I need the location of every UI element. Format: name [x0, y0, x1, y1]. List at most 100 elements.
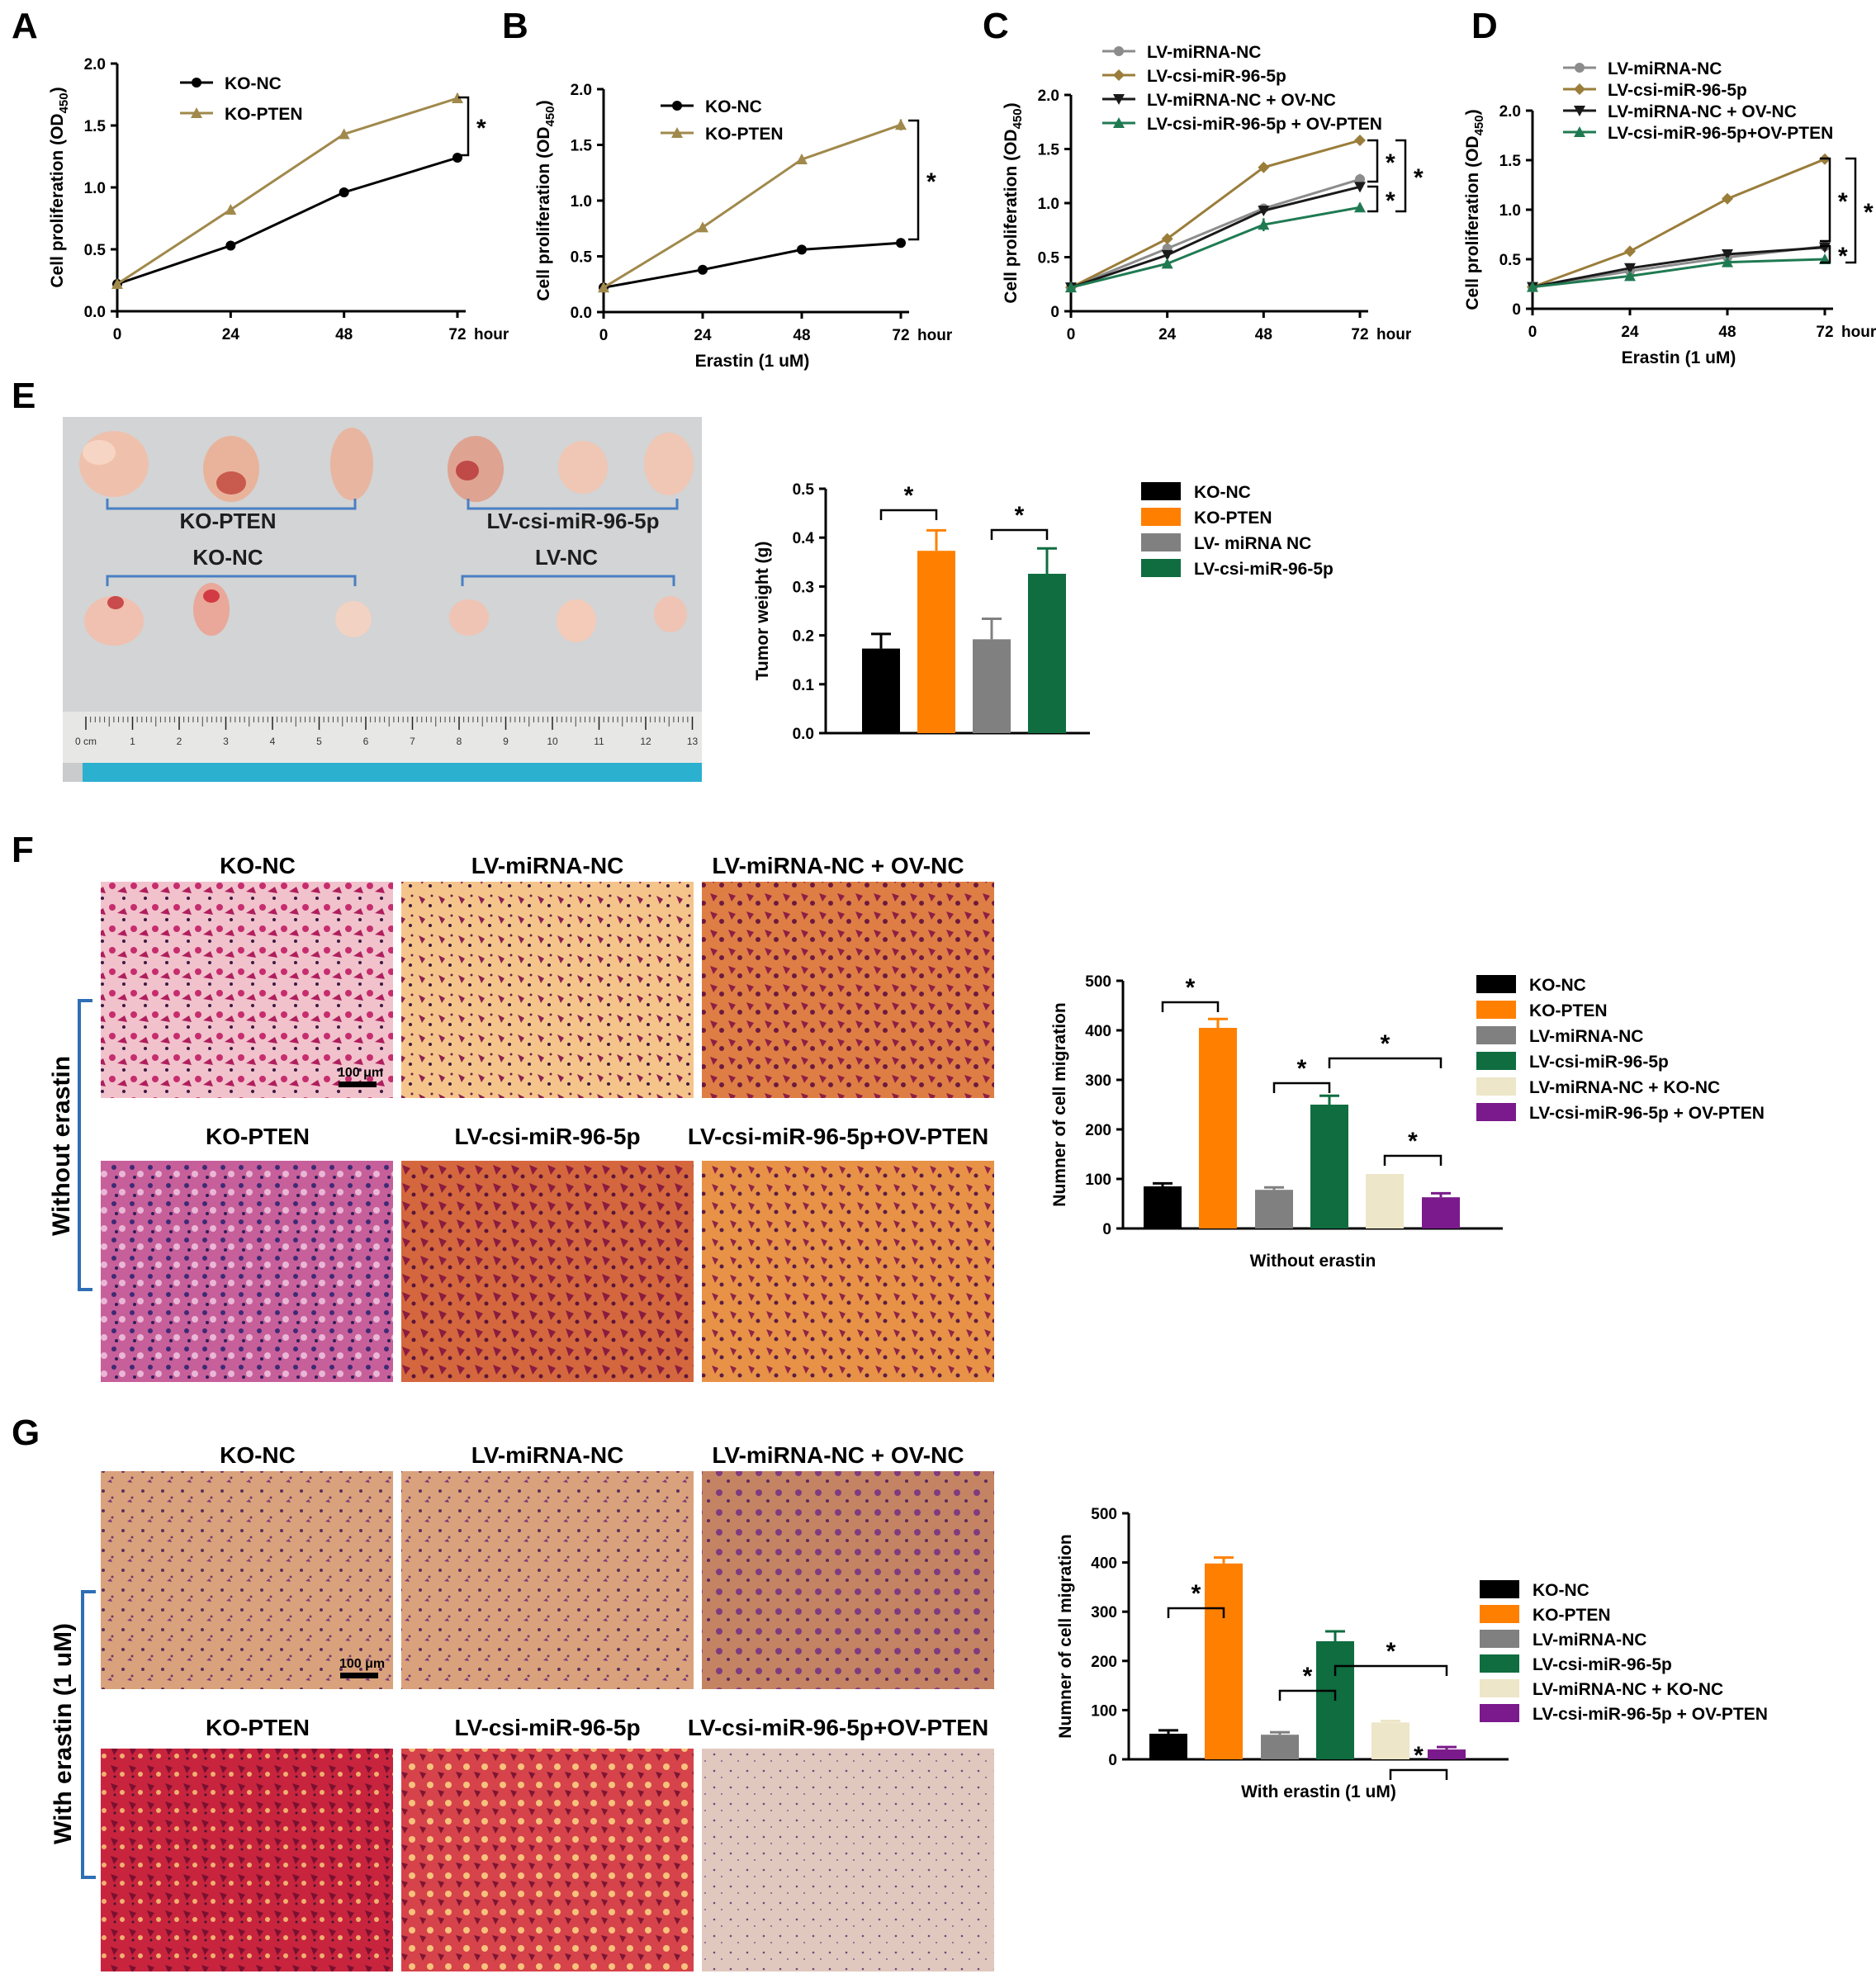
data-point — [1258, 161, 1270, 173]
data-point — [111, 278, 123, 289]
ruler-label: 5 — [316, 736, 322, 747]
legend-marker — [1575, 63, 1585, 73]
panel-label-c: C — [983, 6, 1009, 46]
data-point — [225, 240, 236, 251]
data-point — [895, 119, 907, 130]
legend-label: KO-PTEN — [225, 105, 303, 124]
sig-1-bracket — [1278, 1689, 1337, 1701]
micrograph-f-ko-pten — [101, 1161, 393, 1382]
series-line-1 — [1532, 158, 1826, 289]
legend-swatch — [1480, 1679, 1519, 1697]
legend-marker — [1113, 69, 1125, 81]
data-point — [1527, 281, 1538, 292]
sig-1-star: * — [1386, 187, 1395, 215]
micrograph-g-lv-mirna-nc — [401, 1471, 694, 1689]
micro-f-label-1: KO-NC — [220, 853, 296, 878]
micrograph-f-lv-csi-ov-pten — [702, 1161, 994, 1382]
micro-f-label-3: LV-miRNA-NC + OV-NC — [712, 853, 964, 878]
legend-label: KO-NC — [225, 74, 282, 93]
data-point — [339, 187, 349, 197]
data-point — [1624, 263, 1636, 274]
y-tick-label: 1.0 — [1038, 196, 1059, 213]
side-bracket-g — [81, 1590, 96, 1879]
micro-f-label-2: LV-miRNA-NC — [471, 853, 624, 878]
micrograph-g-lv-csi — [401, 1749, 694, 1971]
legend-label: LV-miRNA-NC + OV-NC — [1147, 91, 1336, 110]
tumor-label-ko-pten: KO-PTEN — [180, 509, 277, 533]
legend-label: LV-miRNA-NC + KO-NC — [1533, 1680, 1723, 1699]
ruler: 0 cm 1 2 3 4 5 6 7 8 9 10 11 12 13 — [75, 717, 698, 747]
micrograph-f-lv-mirna-nc — [401, 882, 694, 1098]
legend-marker — [1574, 106, 1585, 116]
legend-swatch — [1480, 1654, 1519, 1673]
legend-label: LV-csi-miR-96-5p — [1533, 1655, 1672, 1674]
sig-0-bracket — [1161, 1001, 1220, 1012]
tumor-label-ko-nc: KO-NC — [192, 545, 263, 570]
micro-f-label-4: KO-PTEN — [206, 1124, 310, 1149]
x-tick-label: 48 — [793, 327, 810, 344]
data-point — [1722, 249, 1733, 260]
scale-bar-f-label: 100 μm — [338, 1066, 383, 1080]
x-tick-label: 24 — [694, 327, 712, 344]
y-tick-label: 0 — [1512, 301, 1521, 319]
x-unit-label: hour — [1376, 326, 1412, 343]
bar — [862, 648, 900, 733]
sig-3-bracket — [1389, 1768, 1448, 1780]
micro-grid-f: KO-NC LV-miRNA-NC LV-miRNA-NC + OV-NC 10… — [48, 853, 994, 1382]
y-tick-label: 0.4 — [793, 530, 815, 547]
legend-marker — [1574, 126, 1585, 137]
bar — [1144, 1186, 1182, 1228]
x-axis-title: Erastin (1 uM) — [1622, 348, 1736, 367]
y-axis-close: ) — [1463, 109, 1482, 115]
panel-label-a: A — [12, 6, 38, 46]
tumor-photo: KO-PTEN LV-csi-miR-96-5p KO-NC LV-NC 0 c… — [63, 417, 702, 782]
y-axis-close: ) — [534, 100, 553, 106]
sig-0-star: * — [1191, 1580, 1201, 1607]
y-tick-label: 500 — [1091, 1506, 1117, 1523]
y-tick-label: 200 — [1091, 1654, 1117, 1671]
sig-0-star: * — [926, 168, 936, 196]
data-point — [797, 244, 807, 255]
data-point — [1624, 245, 1636, 258]
micro-g-label-1: KO-NC — [220, 1442, 296, 1468]
sig-2-star: * — [1414, 164, 1424, 192]
y-tick-label: 2.0 — [1499, 103, 1521, 121]
y-axis-subscript: 450 — [1011, 108, 1025, 129]
legend-swatch — [1476, 1026, 1516, 1044]
data-point — [452, 92, 463, 103]
legend-marker — [192, 78, 201, 88]
y-tick-label: 1.5 — [1038, 142, 1060, 159]
data-point — [1624, 270, 1636, 282]
series-line-1 — [116, 97, 458, 286]
micro-g-label-3: LV-miRNA-NC + OV-NC — [712, 1442, 964, 1468]
data-point — [1355, 174, 1365, 185]
axes — [116, 64, 466, 313]
x-tick-label: 0 — [1067, 326, 1076, 343]
side-label-f: Without erastin — [48, 1056, 75, 1236]
series-line-1 — [1070, 139, 1361, 289]
y-tick-label: 100 — [1091, 1702, 1117, 1720]
y-axis-subscript: 450 — [57, 92, 71, 113]
legend-marker — [1113, 94, 1125, 105]
y-tick-label: 2.0 — [571, 82, 592, 99]
x-tick-label: 72 — [892, 327, 909, 344]
data-point — [1722, 192, 1733, 205]
y-tick-label: 1.0 — [1499, 202, 1521, 220]
legend-swatch — [1480, 1580, 1519, 1598]
bar — [1428, 1749, 1466, 1759]
legend-label: LV-miRNA-NC — [1147, 43, 1261, 62]
sig-2-star: * — [1386, 1638, 1396, 1665]
legend-label: LV-miRNA-NC — [1533, 1631, 1646, 1650]
sig-2-bracket — [1334, 1664, 1448, 1676]
legend-label: LV-csi-miR-96-5p — [1529, 1053, 1669, 1072]
chart-d-line: 0 0.5 1.0 1.5 2.0 0 24 48 72 hour Erastin (1 uM) Ce… — [1463, 59, 1876, 367]
legend-label: KO-PTEN — [1529, 1001, 1608, 1020]
panel-label-d: D — [1471, 6, 1498, 46]
bar — [1366, 1174, 1404, 1228]
y-tick-label: 0.5 — [571, 249, 593, 267]
ruler-label: 7 — [410, 736, 415, 747]
y-tick-label: 0.3 — [793, 579, 814, 596]
bar — [1205, 1563, 1243, 1759]
y-axis-subscript: 450 — [1472, 115, 1486, 135]
micrograph-f-lv-mirna-nc-ov-nc — [702, 882, 994, 1098]
